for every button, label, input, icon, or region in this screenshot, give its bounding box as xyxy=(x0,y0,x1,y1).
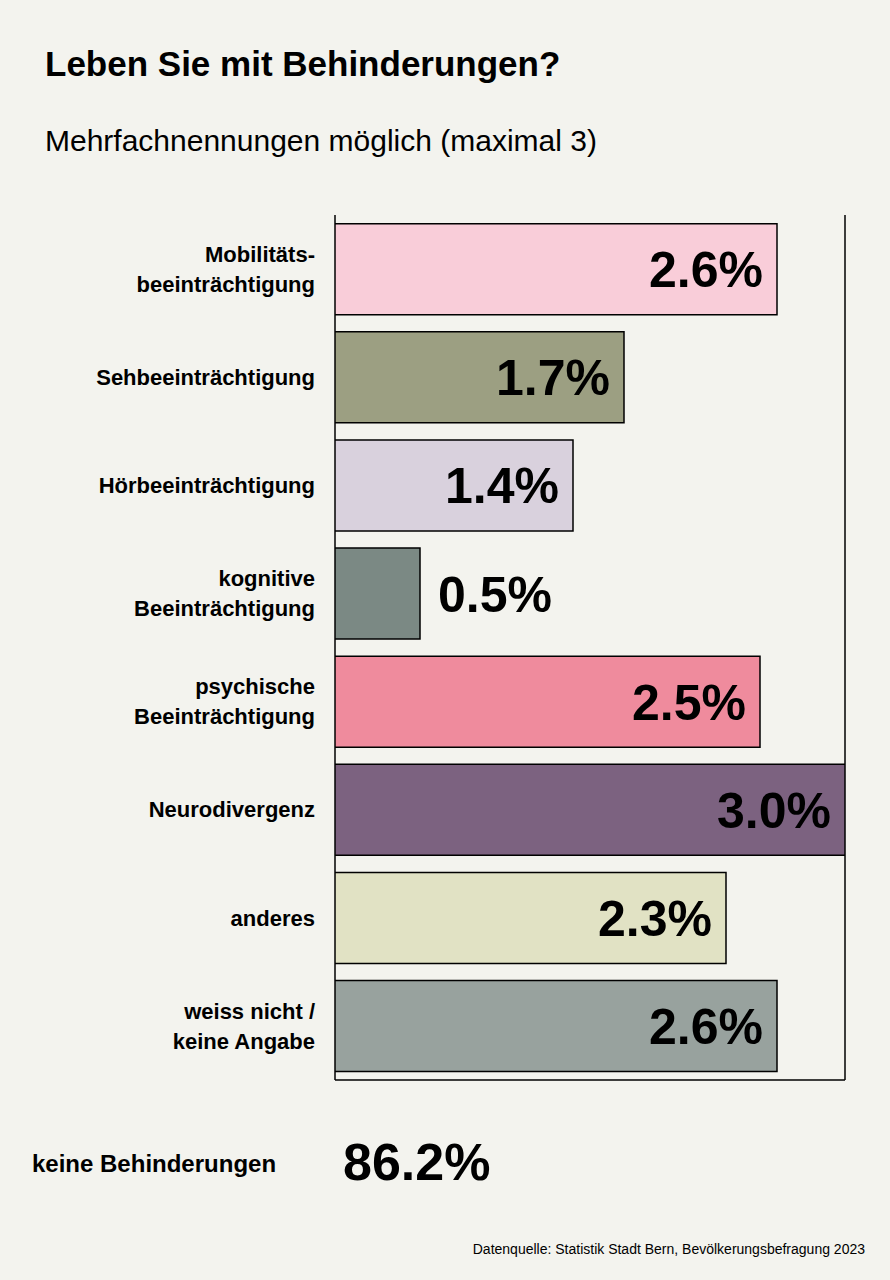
svg-text:Sehbeeinträchtigung: Sehbeeinträchtigung xyxy=(96,365,315,390)
svg-text:weiss nicht /keine Angabe: weiss nicht /keine Angabe xyxy=(173,999,315,1054)
html-text:86.2%: 86.2% xyxy=(343,1133,491,1191)
svg-text:0.5%: 0.5% xyxy=(438,567,552,623)
svg-text:Hörbeeinträchtigung: Hörbeeinträchtigung xyxy=(99,473,315,498)
svg-text:psychischeBeeinträchtigung: psychischeBeeinträchtigung xyxy=(134,674,315,729)
svg-text:2.6%: 2.6% xyxy=(649,999,763,1055)
svg-text:2.3%: 2.3% xyxy=(598,891,712,947)
html-text:Datenquelle: Statistik Stadt B: Datenquelle: Statistik Stadt Bern, Bevöl… xyxy=(472,1241,865,1257)
svg-text:2.6%: 2.6% xyxy=(649,242,763,298)
svg-text:1.4%: 1.4% xyxy=(445,458,559,514)
html-text:Mehrfachnennungen möglich (max: Mehrfachnennungen möglich (maximal 3) xyxy=(45,124,597,157)
svg-text:2.5%: 2.5% xyxy=(632,675,746,731)
html-text:keine Behinderungen: keine Behinderungen xyxy=(32,1150,276,1177)
svg-text:1.7%: 1.7% xyxy=(496,350,610,406)
html-text:Leben Sie mit Behinderungen?: Leben Sie mit Behinderungen? xyxy=(45,44,561,83)
svg-text:Neurodivergenz: Neurodivergenz xyxy=(149,797,315,822)
svg-text:anderes: anderes xyxy=(231,906,315,931)
svg-text:Mobilitäts-beeinträchtigung: Mobilitäts-beeinträchtigung xyxy=(137,242,315,297)
svg-text:kognitiveBeeinträchtigung: kognitiveBeeinträchtigung xyxy=(134,566,315,621)
svg-text:3.0%: 3.0% xyxy=(717,783,831,839)
